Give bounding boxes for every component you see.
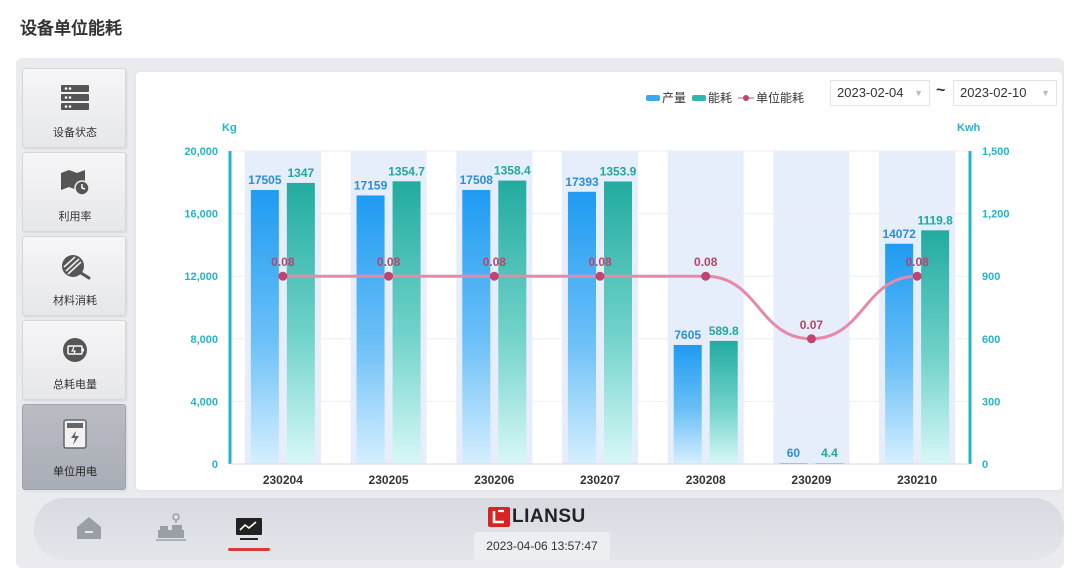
liansu-logo-icon bbox=[488, 507, 510, 527]
material-roll-icon bbox=[62, 255, 91, 280]
sidebar-item-label: 利用率 bbox=[58, 211, 92, 223]
legend-swatch-output bbox=[646, 94, 660, 101]
sidebar-item-label: 总耗电量 bbox=[53, 379, 97, 391]
monitor-chart-icon[interactable] bbox=[234, 516, 264, 542]
legend-swatch-unit-energy bbox=[738, 94, 755, 101]
map-clock-icon bbox=[61, 170, 90, 196]
page-title: 设备单位能耗 bbox=[20, 19, 122, 38]
chevron-down-icon: ▼ bbox=[1041, 88, 1050, 98]
sidebar-item-device-status[interactable]: 设备状态 bbox=[22, 68, 126, 148]
battery-icon bbox=[63, 338, 87, 362]
current-datetime: 2023-04-06 13:57:47 bbox=[474, 532, 610, 560]
sidebar-item-label: 设备状态 bbox=[53, 127, 97, 139]
chevron-down-icon: ▼ bbox=[914, 88, 923, 98]
power-meter-icon bbox=[63, 419, 87, 449]
chart-legend: 产量 能耗 单位能耗 bbox=[646, 89, 804, 106]
date-separator: ~ bbox=[936, 82, 946, 99]
legend-swatch-energy bbox=[692, 94, 707, 101]
end-date-picker[interactable]: 2023-02-10 ▼ bbox=[953, 80, 1057, 106]
legend-item-energy[interactable]: 能耗 bbox=[692, 89, 732, 106]
legend-label: 单位能耗 bbox=[756, 91, 805, 105]
sidebar-item-total-power[interactable]: 总耗电量 bbox=[22, 320, 126, 400]
sidebar-item-material-consumption[interactable]: 材料消耗 bbox=[22, 236, 126, 316]
legend-label: 产量 bbox=[662, 91, 687, 105]
brand-name: LIANSU bbox=[512, 506, 586, 527]
sidebar-item-unit-power[interactable]: 单位用电 bbox=[22, 404, 126, 490]
chart-panel bbox=[136, 72, 1062, 490]
sidebar-item-utilization[interactable]: 利用率 bbox=[22, 152, 126, 232]
home-icon[interactable] bbox=[74, 514, 104, 542]
sidebar-item-label: 材料消耗 bbox=[53, 295, 97, 307]
end-date-value: 2023-02-10 bbox=[960, 85, 1027, 100]
sidebar: 设备状态 利用率 材料消耗 总耗电量 单位用电 bbox=[22, 68, 128, 490]
start-date-picker[interactable]: 2023-02-04 ▼ bbox=[830, 80, 930, 106]
factory-icon[interactable] bbox=[154, 512, 188, 544]
sidebar-item-label: 单位用电 bbox=[53, 466, 97, 478]
server-rack-icon bbox=[61, 85, 89, 110]
legend-item-output[interactable]: 产量 bbox=[646, 89, 686, 106]
legend-item-unit-energy[interactable]: 单位能耗 bbox=[738, 89, 804, 106]
active-nav-indicator bbox=[228, 548, 270, 551]
start-date-value: 2023-02-04 bbox=[837, 85, 904, 100]
legend-label: 能耗 bbox=[708, 91, 733, 105]
